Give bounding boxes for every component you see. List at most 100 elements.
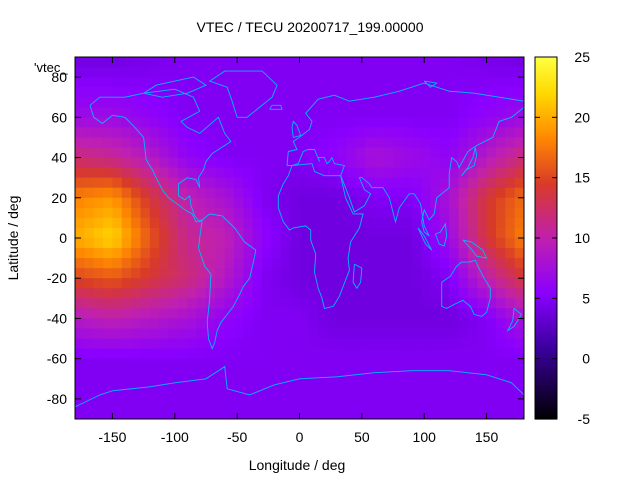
heatmap-cell: [439, 258, 450, 269]
heatmap-cell: [477, 57, 488, 68]
heatmap-cell: [439, 298, 450, 309]
heatmap-cell: [449, 97, 460, 108]
colorbar-segment: [535, 119, 557, 122]
heatmap-cell: [411, 328, 422, 340]
coastline: [75, 365, 524, 408]
heatmap-cell: [93, 187, 104, 199]
heatmap-cell: [495, 368, 506, 380]
heatmap-cell: [327, 127, 338, 139]
heatmap-cell: [393, 117, 403, 128]
heatmap-cell: [149, 147, 160, 159]
heatmap-cell: [421, 388, 432, 400]
heatmap-cell: [486, 57, 497, 68]
heatmap-cell: [458, 197, 469, 209]
heatmap-cell: [514, 197, 524, 209]
heatmap-cell: [505, 87, 516, 98]
heatmap-cell: [486, 258, 497, 269]
heatmap-cell: [308, 227, 319, 239]
colorbar-segment: [535, 65, 557, 68]
heatmap-cell: [421, 217, 432, 229]
heatmap-cell: [336, 398, 347, 410]
heatmap-cell: [327, 348, 338, 360]
heatmap-cell: [112, 97, 123, 108]
heatmap-cell: [159, 67, 170, 78]
heatmap-cell: [93, 227, 104, 239]
heatmap-cell: [140, 278, 151, 289]
heatmap-cell: [224, 197, 235, 209]
heatmap-cell: [430, 328, 441, 340]
heatmap-cell: [458, 318, 469, 330]
heatmap-cell: [505, 248, 516, 259]
colorbar-segment: [535, 103, 557, 106]
heatmap-cell: [477, 348, 488, 360]
coastline: [506, 308, 523, 332]
heatmap-cell: [280, 368, 291, 380]
heatmap-cell: [327, 67, 338, 78]
heatmap-cell: [84, 308, 95, 320]
heatmap-cell: [103, 278, 114, 289]
heatmap-cell: [271, 398, 282, 410]
heatmap-cell: [159, 408, 170, 419]
heatmap-cell: [421, 137, 432, 149]
heatmap-cell: [112, 378, 123, 390]
heatmap-cell: [290, 348, 301, 360]
colorbar-segment: [535, 233, 557, 237]
heatmap-cell: [262, 77, 273, 88]
heatmap-cell: [215, 137, 226, 149]
heatmap-cell: [364, 288, 375, 299]
coastline: [277, 163, 364, 309]
heatmap-cell: [112, 57, 123, 68]
heatmap-cell: [224, 278, 235, 289]
colorbar-segment: [535, 135, 557, 139]
heatmap-cell: [430, 127, 441, 139]
heatmap-cell: [84, 187, 95, 199]
heatmap-cell: [439, 77, 450, 88]
heatmap-cell: [402, 338, 413, 350]
heatmap-cell: [402, 288, 413, 299]
heatmap-cell: [495, 107, 506, 118]
heatmap-cell: [364, 177, 375, 189]
heatmap-cell: [140, 217, 151, 229]
heatmap-cell: [103, 67, 114, 78]
heatmap-cell: [411, 368, 422, 380]
heatmap-cell: [355, 177, 366, 189]
heatmap-cell: [131, 398, 142, 410]
heatmap-cell: [402, 248, 413, 259]
heatmap-cell: [421, 67, 432, 78]
heatmap-cell: [486, 388, 497, 400]
heatmap-cell: [140, 157, 151, 169]
heatmap-cell: [514, 57, 524, 68]
heatmap-cell: [234, 177, 244, 189]
heatmap-cell: [477, 97, 488, 108]
heatmap-cell: [280, 378, 291, 390]
colorbar-segment: [535, 95, 557, 98]
y-tick-label: -80: [47, 391, 67, 407]
heatmap-cell: [421, 107, 432, 118]
heatmap-cell: [177, 137, 188, 149]
heatmap-cell: [393, 268, 403, 279]
heatmap-cell: [103, 77, 114, 88]
heatmap-cell: [224, 398, 235, 410]
colorbar-segment: [535, 153, 557, 157]
heatmap-cell: [75, 207, 85, 219]
heatmap-cell: [262, 97, 273, 108]
heatmap-cell: [103, 378, 114, 390]
heatmap-cell: [271, 258, 282, 269]
heatmap-cell: [121, 298, 132, 309]
heatmap-cell: [318, 368, 329, 380]
heatmap-cell: [271, 408, 282, 419]
heatmap-cell: [187, 77, 198, 88]
colorbar-segment: [535, 322, 557, 326]
heatmap-cell: [187, 298, 198, 309]
heatmap-cell: [458, 207, 469, 219]
heatmap-cell: [121, 358, 132, 370]
heatmap-cell: [364, 278, 375, 289]
heatmap-cell: [458, 117, 469, 128]
colorbar-segment: [535, 294, 557, 297]
heatmap-cell: [383, 147, 394, 159]
heatmap-cell: [308, 238, 319, 249]
heatmap-cell: [84, 117, 95, 128]
heatmap-cell: [449, 328, 460, 340]
heatmap-cell: [374, 238, 385, 249]
heatmap-cell: [458, 288, 469, 299]
